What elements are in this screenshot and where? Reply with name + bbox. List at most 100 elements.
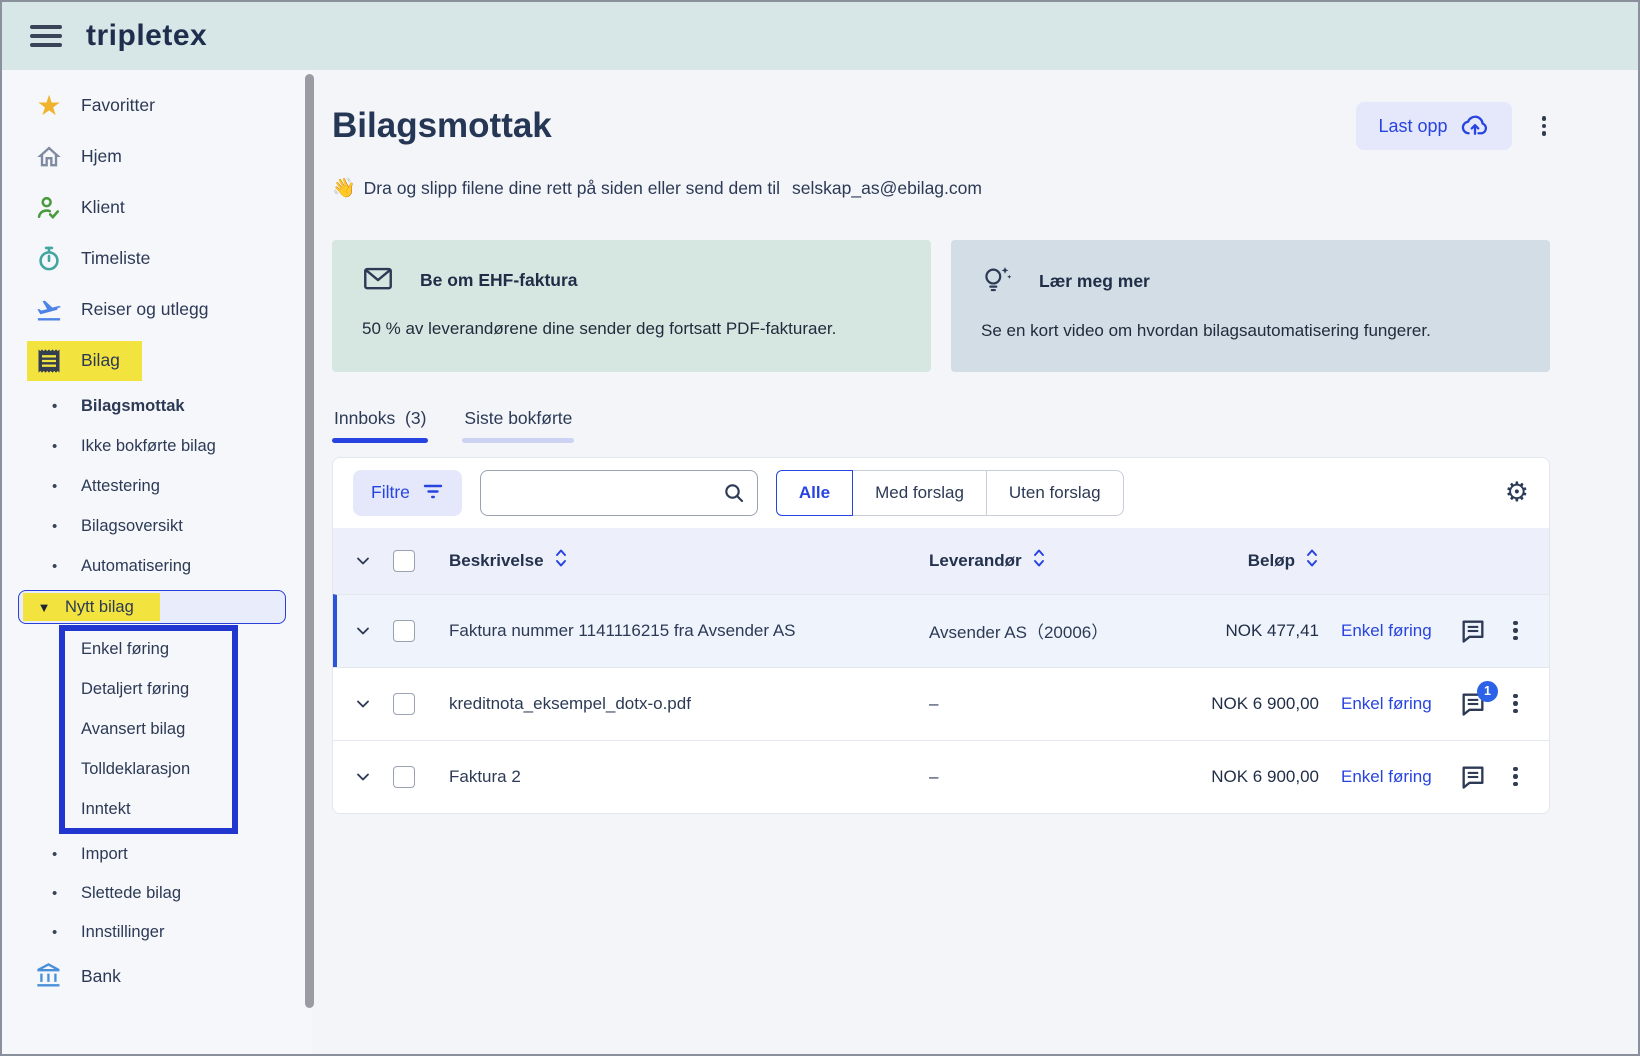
card-body: 50 % av leverandørene dine sender deg fo… — [362, 319, 837, 338]
expand-all-chevron-icon[interactable] — [353, 551, 393, 571]
row-description: kreditnota_eksempel_dotx-o.pdf — [449, 693, 691, 713]
tab-innboks[interactable]: Innboks (3) — [332, 408, 429, 443]
table-row[interactable]: kreditnota_eksempel_dotx-o.pdf – NOK 6 9… — [333, 666, 1549, 740]
sidebar-item-label: Timeliste — [81, 248, 151, 268]
sidebar-item-nytt-bilag[interactable]: ▼ Nytt bilag — [18, 590, 286, 624]
sidebar-subitem-label: Slettede bilag — [81, 884, 181, 902]
filter-icon — [422, 480, 444, 505]
sidebar-subitem-slettede-bilag[interactable]: • Slettede bilag — [2, 874, 312, 913]
column-header-leverandor: Leverandør — [929, 550, 1022, 570]
row-expand-chevron-icon[interactable] — [353, 767, 393, 787]
sidebar-subitem-automatisering[interactable]: • Automatisering — [2, 546, 312, 586]
row-checkbox[interactable] — [393, 619, 415, 642]
enkel-foring-link[interactable]: Enkel føring — [1341, 693, 1432, 713]
table-header-row: Beskrivelse Leverandør Beløp — [333, 527, 1549, 594]
sidebar-subitem-bilagsoversikt[interactable]: • Bilagsoversikt — [2, 506, 312, 546]
documents-panel: Filtre Alle — [332, 456, 1550, 814]
row-expand-chevron-icon[interactable] — [353, 621, 393, 641]
row-description: Faktura nummer 1141116215 fra Avsender A… — [449, 620, 796, 640]
row-supplier: – — [929, 766, 939, 786]
sidebar-item-hjem[interactable]: Hjem — [2, 131, 312, 182]
sidebar-subitem-tolldeklarasjon[interactable]: Tolldeklarasjon — [2, 749, 312, 789]
gear-icon[interactable]: ⚙ — [1504, 477, 1529, 507]
sort-icon[interactable] — [1032, 546, 1046, 575]
sidebar-subitem-avansert-bilag[interactable]: Avansert bilag — [2, 709, 312, 749]
sidebar-item-bank[interactable]: Bank — [2, 952, 312, 1000]
tab-count: (3) — [405, 408, 427, 428]
sidebar-item-klient[interactable]: Klient — [2, 182, 312, 233]
tab-siste-bokforte[interactable]: Siste bokførte — [462, 408, 575, 443]
sidebar-subitem-label: Automatisering — [81, 556, 192, 575]
upload-button[interactable]: Last opp — [1356, 102, 1512, 150]
tab-label: Siste bokførte — [464, 408, 573, 428]
row-checkbox[interactable] — [393, 692, 415, 715]
bullet-icon: • — [52, 437, 58, 455]
row-kebab-menu-icon[interactable] — [1509, 763, 1533, 791]
home-icon — [34, 142, 64, 172]
dropzone-hint-text: Dra og slipp filene dine rett på siden e… — [363, 177, 781, 198]
page-kebab-menu-icon[interactable] — [1538, 112, 1551, 140]
sidebar-subitem-label: Import — [81, 845, 128, 863]
row-kebab-menu-icon[interactable] — [1509, 690, 1533, 718]
bullet-icon: • — [52, 557, 58, 575]
bilag-yellow-highlight: Bilag — [27, 340, 142, 381]
stopwatch-icon — [34, 244, 64, 274]
filter-button[interactable]: Filtre — [353, 469, 462, 516]
card-laer-meg-mer[interactable]: Lær meg mer Se en kort video om hvordan … — [951, 240, 1550, 372]
sidebar-subitem-enkel-foring[interactable]: Enkel føring — [2, 629, 312, 669]
sidebar-subitem-detaljert-foring[interactable]: Detaljert føring — [2, 669, 312, 709]
bullet-icon: • — [52, 397, 58, 415]
sidebar-subitem-bilagsmottak[interactable]: • Bilagsmottak — [2, 386, 312, 426]
row-checkbox[interactable] — [393, 765, 415, 788]
sidebar-subitem-ikke-bokforte[interactable]: • Ikke bokførte bilag — [2, 426, 312, 466]
comments-icon[interactable]: 1 — [1459, 680, 1498, 718]
proposal-filter-segments: Alle Med forslag Uten forslag — [775, 469, 1124, 516]
comments-icon[interactable] — [1459, 763, 1487, 791]
sidebar-subitem-innstillinger[interactable]: • Innstillinger — [2, 913, 312, 952]
enkel-foring-link[interactable]: Enkel føring — [1341, 620, 1432, 640]
sidebar-subitem-import[interactable]: • Import — [2, 835, 312, 874]
row-expand-chevron-icon[interactable] — [353, 694, 393, 714]
sidebar-subitem-inntekt[interactable]: Inntekt — [2, 789, 312, 829]
inbox-email: selskap_as@ebilag.com — [792, 177, 982, 198]
cloud-upload-icon — [1460, 111, 1490, 142]
active-tab-underline — [332, 438, 429, 443]
wave-emoji-icon: 👋 — [332, 178, 356, 199]
hamburger-menu-icon[interactable] — [30, 25, 62, 47]
sort-icon[interactable] — [1305, 546, 1319, 575]
sidebar-subitem-label: Detaljert føring — [81, 679, 190, 698]
sidebar-item-timeliste[interactable]: Timeliste — [2, 233, 312, 284]
card-body: Se en kort video om hvordan bilagsautoma… — [981, 321, 1431, 340]
row-amount: NOK 477,41 — [1225, 620, 1319, 640]
filter-button-label: Filtre — [371, 482, 410, 502]
app-logo: tripletex — [86, 19, 208, 52]
card-ehf-faktura[interactable]: Be om EHF-faktura 50 % av leverandørene … — [332, 240, 931, 372]
tab-label: Innboks — [334, 408, 396, 428]
search-input[interactable] — [479, 469, 758, 516]
sidebar-item-favoritter[interactable]: ★ Favoritter — [2, 80, 312, 131]
segment-uten-forslag[interactable]: Uten forslag — [986, 469, 1124, 516]
bullet-icon: • — [52, 885, 58, 902]
segment-med-forslag[interactable]: Med forslag — [853, 469, 987, 516]
table-row[interactable]: Faktura nummer 1141116215 fra Avsender A… — [333, 593, 1549, 667]
sidebar-item-bilag[interactable]: Bilag — [2, 335, 312, 386]
sidebar-subitem-label: Tolldeklarasjon — [81, 759, 191, 778]
sidebar: ★ Favoritter Hjem Klient Timeliste — [2, 70, 312, 1054]
enkel-foring-link[interactable]: Enkel føring — [1341, 766, 1432, 786]
sidebar-subitem-label: Attestering — [81, 476, 160, 495]
sidebar-scrollbar[interactable] — [305, 74, 314, 1008]
row-description: Faktura 2 — [449, 766, 521, 786]
select-all-checkbox[interactable] — [393, 549, 415, 572]
sidebar-item-label: Hjem — [81, 146, 122, 166]
sidebar-subitem-label: Innstillinger — [81, 923, 165, 941]
sort-icon[interactable] — [554, 546, 568, 575]
plane-icon — [34, 295, 64, 325]
segment-alle[interactable]: Alle — [775, 469, 854, 516]
table-row[interactable]: Faktura 2 – NOK 6 900,00 Enkel føring — [333, 739, 1549, 813]
card-title: Lær meg mer — [1039, 271, 1150, 291]
sidebar-item-reiser[interactable]: Reiser og utlegg — [2, 284, 312, 335]
row-kebab-menu-icon[interactable] — [1509, 617, 1533, 645]
upload-button-label: Last opp — [1378, 115, 1448, 136]
sidebar-subitem-attestering[interactable]: • Attestering — [2, 466, 312, 506]
comments-icon[interactable] — [1459, 617, 1487, 645]
